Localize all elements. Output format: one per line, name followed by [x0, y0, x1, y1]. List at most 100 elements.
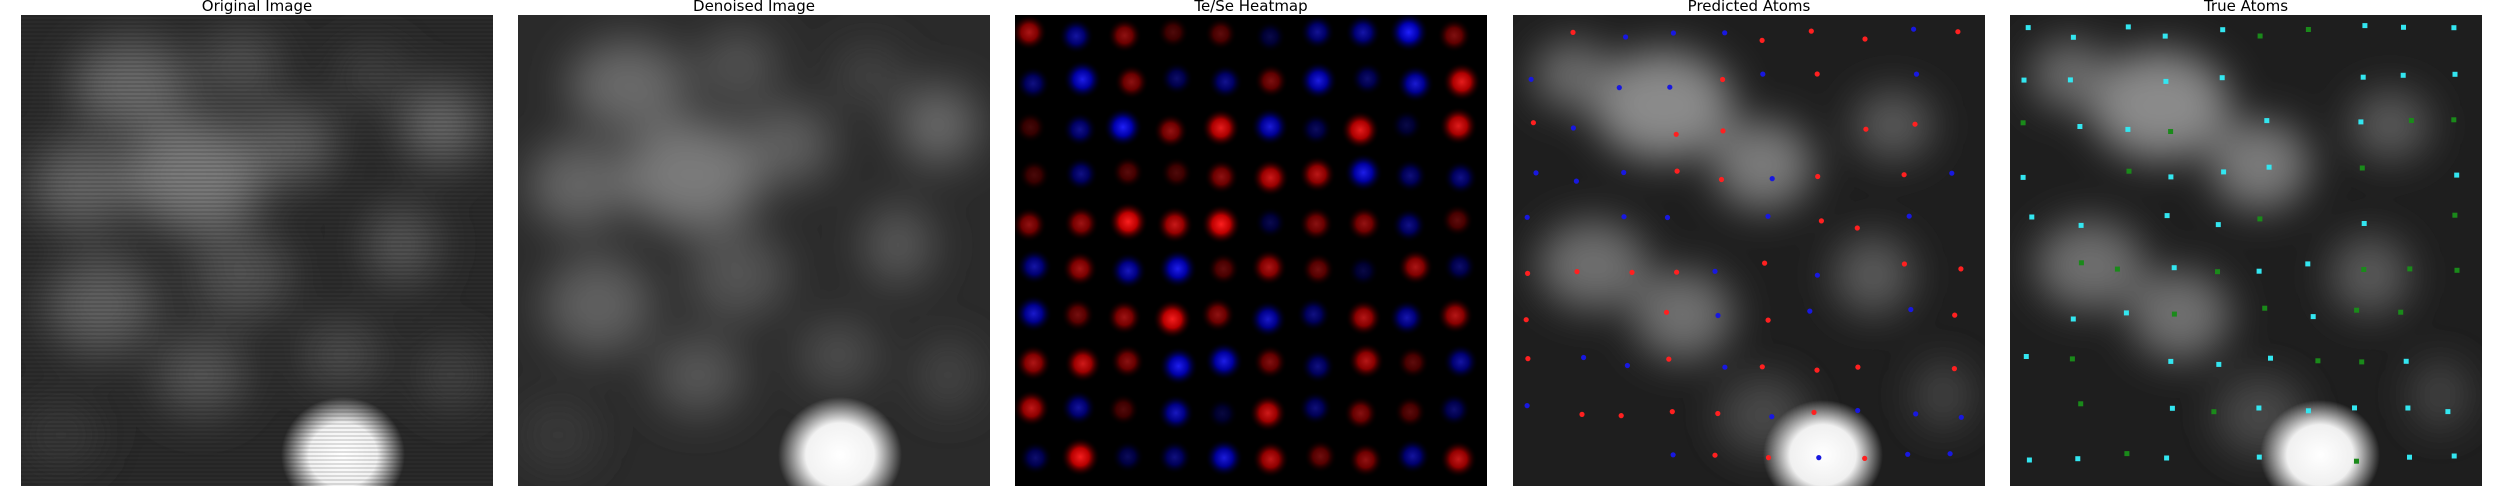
predicted-se-atom — [1664, 214, 1671, 221]
heatmap-se-blob — [1298, 391, 1333, 425]
true-se-atom — [2021, 77, 2027, 83]
predicted-se-atom — [1949, 170, 1955, 176]
heatmap-te-blob — [1015, 207, 1047, 242]
true-se-atom — [2164, 213, 2170, 219]
bright-spot — [778, 397, 902, 486]
true-se-atom — [2405, 405, 2411, 411]
predicted-te-atom — [1854, 225, 1860, 231]
true-te-atom — [2078, 401, 2084, 407]
heatmap-te-blob — [1204, 159, 1239, 195]
true-se-atom — [2171, 265, 2177, 271]
heatmap-te-blob — [1441, 204, 1474, 237]
predicted-te-atom — [1673, 131, 1679, 137]
heatmap-se-blob — [1350, 62, 1384, 96]
heatmap-te-blob — [1107, 393, 1140, 426]
true-se-atom — [2407, 454, 2412, 460]
heatmap-se-blob — [1299, 113, 1333, 146]
heatmap-se-blob — [1157, 394, 1195, 432]
heatmap-se-blob — [1158, 346, 1199, 386]
heatmap-se-blob — [1296, 297, 1331, 332]
predicted-se-atom — [1712, 268, 1718, 274]
predicted-te-atom — [1912, 121, 1918, 127]
original-image — [21, 15, 493, 486]
predicted-te-atom — [1666, 356, 1672, 362]
predicted-te-atom — [1765, 317, 1771, 323]
heatmap-te-blob — [1346, 206, 1382, 242]
heatmap-te-blob — [1345, 299, 1382, 337]
predicted-te-atom — [1525, 270, 1531, 276]
true-te-atom — [2408, 118, 2414, 123]
true-se-atom — [2026, 457, 2032, 463]
heatmap-te-blob — [1152, 299, 1193, 339]
heatmap-te-blob — [1110, 344, 1145, 379]
heatmap-se-blob — [1345, 15, 1381, 51]
true-se-atom — [2361, 221, 2367, 226]
heatmap-se-blob — [1254, 21, 1286, 53]
bright-spot — [1763, 400, 1883, 486]
heatmap-se-blob — [1157, 440, 1192, 475]
true-te-atom — [2211, 409, 2217, 415]
predicted-te-atom — [1765, 455, 1772, 461]
true-se-atom — [2168, 174, 2174, 180]
heatmap-se-blob — [1158, 249, 1198, 289]
true-se-atom — [2264, 118, 2270, 124]
true-se-atom — [2070, 34, 2076, 40]
panel-predicted-atoms: Predicted Atoms — [1513, 0, 1985, 486]
heatmap-se-blob — [1388, 15, 1429, 53]
heatmap-te-blob — [1114, 64, 1149, 100]
heatmap-te-blob — [1015, 344, 1052, 381]
true-se-atom — [2215, 222, 2221, 228]
predicted-se-atom — [1769, 176, 1775, 182]
true-te-atom — [2398, 309, 2404, 315]
predicted-te-atom — [1712, 452, 1718, 458]
true-se-atom — [2256, 405, 2262, 411]
heatmap-se-blob — [1249, 300, 1287, 339]
panel-title: True Atoms — [2203, 0, 2289, 15]
predicted-se-atom — [1623, 34, 1629, 40]
predicted-se-atom — [1722, 30, 1728, 36]
true-se-atom — [2125, 126, 2131, 132]
true-se-atom — [2266, 164, 2272, 170]
heatmap-te-blob — [1015, 389, 1050, 427]
predicted-te-atom — [1720, 128, 1726, 134]
predicted-se-atom — [1573, 178, 1579, 184]
heatmap-te-blob — [1201, 204, 1242, 245]
heatmap-te-blob — [1157, 16, 1189, 49]
true-se-atom — [2362, 23, 2368, 29]
true-te-atom — [2359, 359, 2365, 365]
heatmap-se-blob — [1393, 158, 1428, 193]
true-se-atom — [2075, 456, 2081, 462]
panel-title: Te/Se Heatmap — [1194, 0, 1308, 15]
true-se-atom — [2403, 358, 2409, 364]
predicted-te-atom — [1674, 269, 1680, 275]
predicted-te-atom — [1955, 29, 1961, 35]
true-se-atom — [2451, 453, 2457, 459]
true-se-atom — [2023, 354, 2029, 359]
predicted-se-atom — [1913, 71, 1920, 77]
heatmap-te-blob — [1204, 17, 1237, 50]
heatmap-te-blob — [1437, 18, 1472, 53]
true-se-atom — [2125, 24, 2131, 30]
panel-original-image: Original Image — [21, 0, 493, 486]
true-se-atom — [2020, 174, 2026, 180]
predicted-se-atom — [1807, 308, 1813, 314]
predicted-atoms-image — [1513, 15, 1985, 486]
heatmap-se-blob — [1160, 62, 1194, 95]
heatmap-te-blob — [1347, 342, 1385, 380]
heatmap-se-blob — [1103, 107, 1143, 147]
heatmap-se-blob — [1060, 390, 1097, 426]
predicted-se-atom — [1913, 411, 1919, 417]
predicted-se-atom — [1670, 30, 1676, 36]
heatmap-se-blob — [1206, 398, 1238, 430]
predicted-te-atom — [1715, 410, 1721, 417]
true-se-atom — [2163, 78, 2169, 84]
predicted-te-atom — [1523, 317, 1529, 323]
predicted-se-atom — [1816, 455, 1822, 461]
heatmap-te-blob — [1252, 440, 1290, 478]
heatmap-te-blob — [1340, 110, 1380, 150]
heatmap-te-blob — [1160, 156, 1193, 189]
predicted-te-atom — [1762, 260, 1768, 266]
heatmap-te-blob — [1108, 201, 1149, 242]
predicted-se-atom — [1570, 125, 1576, 131]
true-se-atom — [2221, 169, 2227, 175]
